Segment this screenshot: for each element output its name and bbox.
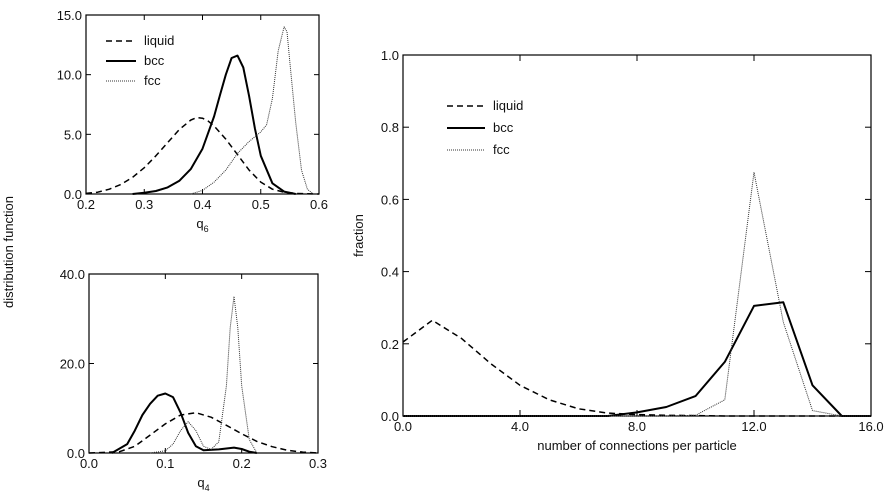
connections-y-tick-label: 0.8 [381,120,399,135]
q6-y-tick-label: 0.0 [64,187,82,202]
shared-y-axis-label: distribution function [1,196,16,308]
q6-legend-label-liquid: liquid [144,33,174,48]
q6-x-axis-label: q6 [196,216,208,234]
q4-series-liquid-line [88,411,319,454]
q6-x-axis-label-subscript: 6 [204,224,209,234]
connections-y-tick-label: 1.0 [381,48,399,63]
q6-x-tick-label: 0.2 [77,197,95,212]
q6-x-axis-label-text: q [196,216,203,231]
connections-plot-frame [402,54,872,417]
q6-series-liquid-line [85,116,320,195]
q4-x-axis-label-text: q [197,475,204,490]
q6-y-tick-label: 10.0 [57,68,82,83]
q4-x-tick-label: 0.1 [156,456,174,471]
connections-x-axis-label: number of connections per particle [537,438,736,453]
q6-y-tick-label: 15.0 [57,8,82,23]
connections-series-fcc-line [403,171,871,417]
connections-y-tick-label: 0.0 [381,409,399,424]
q4-y-tick-label: 40.0 [60,267,85,282]
q4-series-bcc-line [111,392,258,454]
q4-plot-frame [88,273,319,454]
connections-legend-label-bcc: bcc [493,120,514,135]
q6-distribution-panel: 0.2 0.3 0.4 0.5 0.6 0.0 5.0 10.0 15.0 q6 liquid bcc… [57,8,328,234]
connections-fraction-panel: 0.0 4.0 8.0 12.0 16.0 0.0 0.2 0.4 0.6 0.8 1.0 numbe… [351,48,884,453]
q6-x-tick-label: 0.5 [252,197,270,212]
connections-series-bcc-line [403,301,871,417]
connections-x-tick-label: 0.0 [394,419,412,434]
q6-x-tick-label: 0.3 [135,197,153,212]
q4-y-tick-label: 0.0 [67,446,85,461]
connections-y-tick-label: 0.4 [381,265,399,280]
q4-x-axis-label: q4 [197,475,209,493]
q4-y-tick-label: 20.0 [60,357,85,372]
q4-x-tick-label: 0.3 [309,456,327,471]
connections-y-tick-label: 0.6 [381,192,399,207]
q6-plot-frame [85,14,320,195]
connections-series-liquid-line [402,319,871,417]
connections-x-tick-label: 4.0 [511,419,529,434]
q6-series-fcc-line [190,26,314,195]
q6-legend-label-bcc: bcc [144,53,165,68]
q4-series-fcc-line [150,295,258,454]
q6-y-tick-label: 5.0 [64,127,82,142]
connections-x-tick-label: 8.0 [628,419,646,434]
q4-x-tick-label: 0.0 [80,456,98,471]
connections-x-tick-label: 16.0 [858,419,883,434]
q6-x-tick-label: 0.6 [310,197,328,212]
q4-x-axis-label-subscript: 4 [205,483,210,493]
connections-y-axis-label: fraction [351,214,366,257]
q6-x-tick-label: 0.4 [193,197,211,212]
connections-x-tick-label: 12.0 [741,419,766,434]
connections-x-axis-label-text: number of connections per particle [537,438,736,453]
q6-legend-label-fcc: fcc [144,73,161,88]
connections-legend-label-fcc: fcc [493,142,510,157]
q4-distribution-panel: 0.0 0.1 0.2 0.3 0.0 20.0 40.0 q4 [60,267,327,493]
connections-legend-label-liquid: liquid [493,98,523,113]
connections-y-tick-label: 0.2 [381,337,399,352]
q4-x-tick-label: 0.2 [233,456,251,471]
q6-series-bcc-line [132,54,296,195]
